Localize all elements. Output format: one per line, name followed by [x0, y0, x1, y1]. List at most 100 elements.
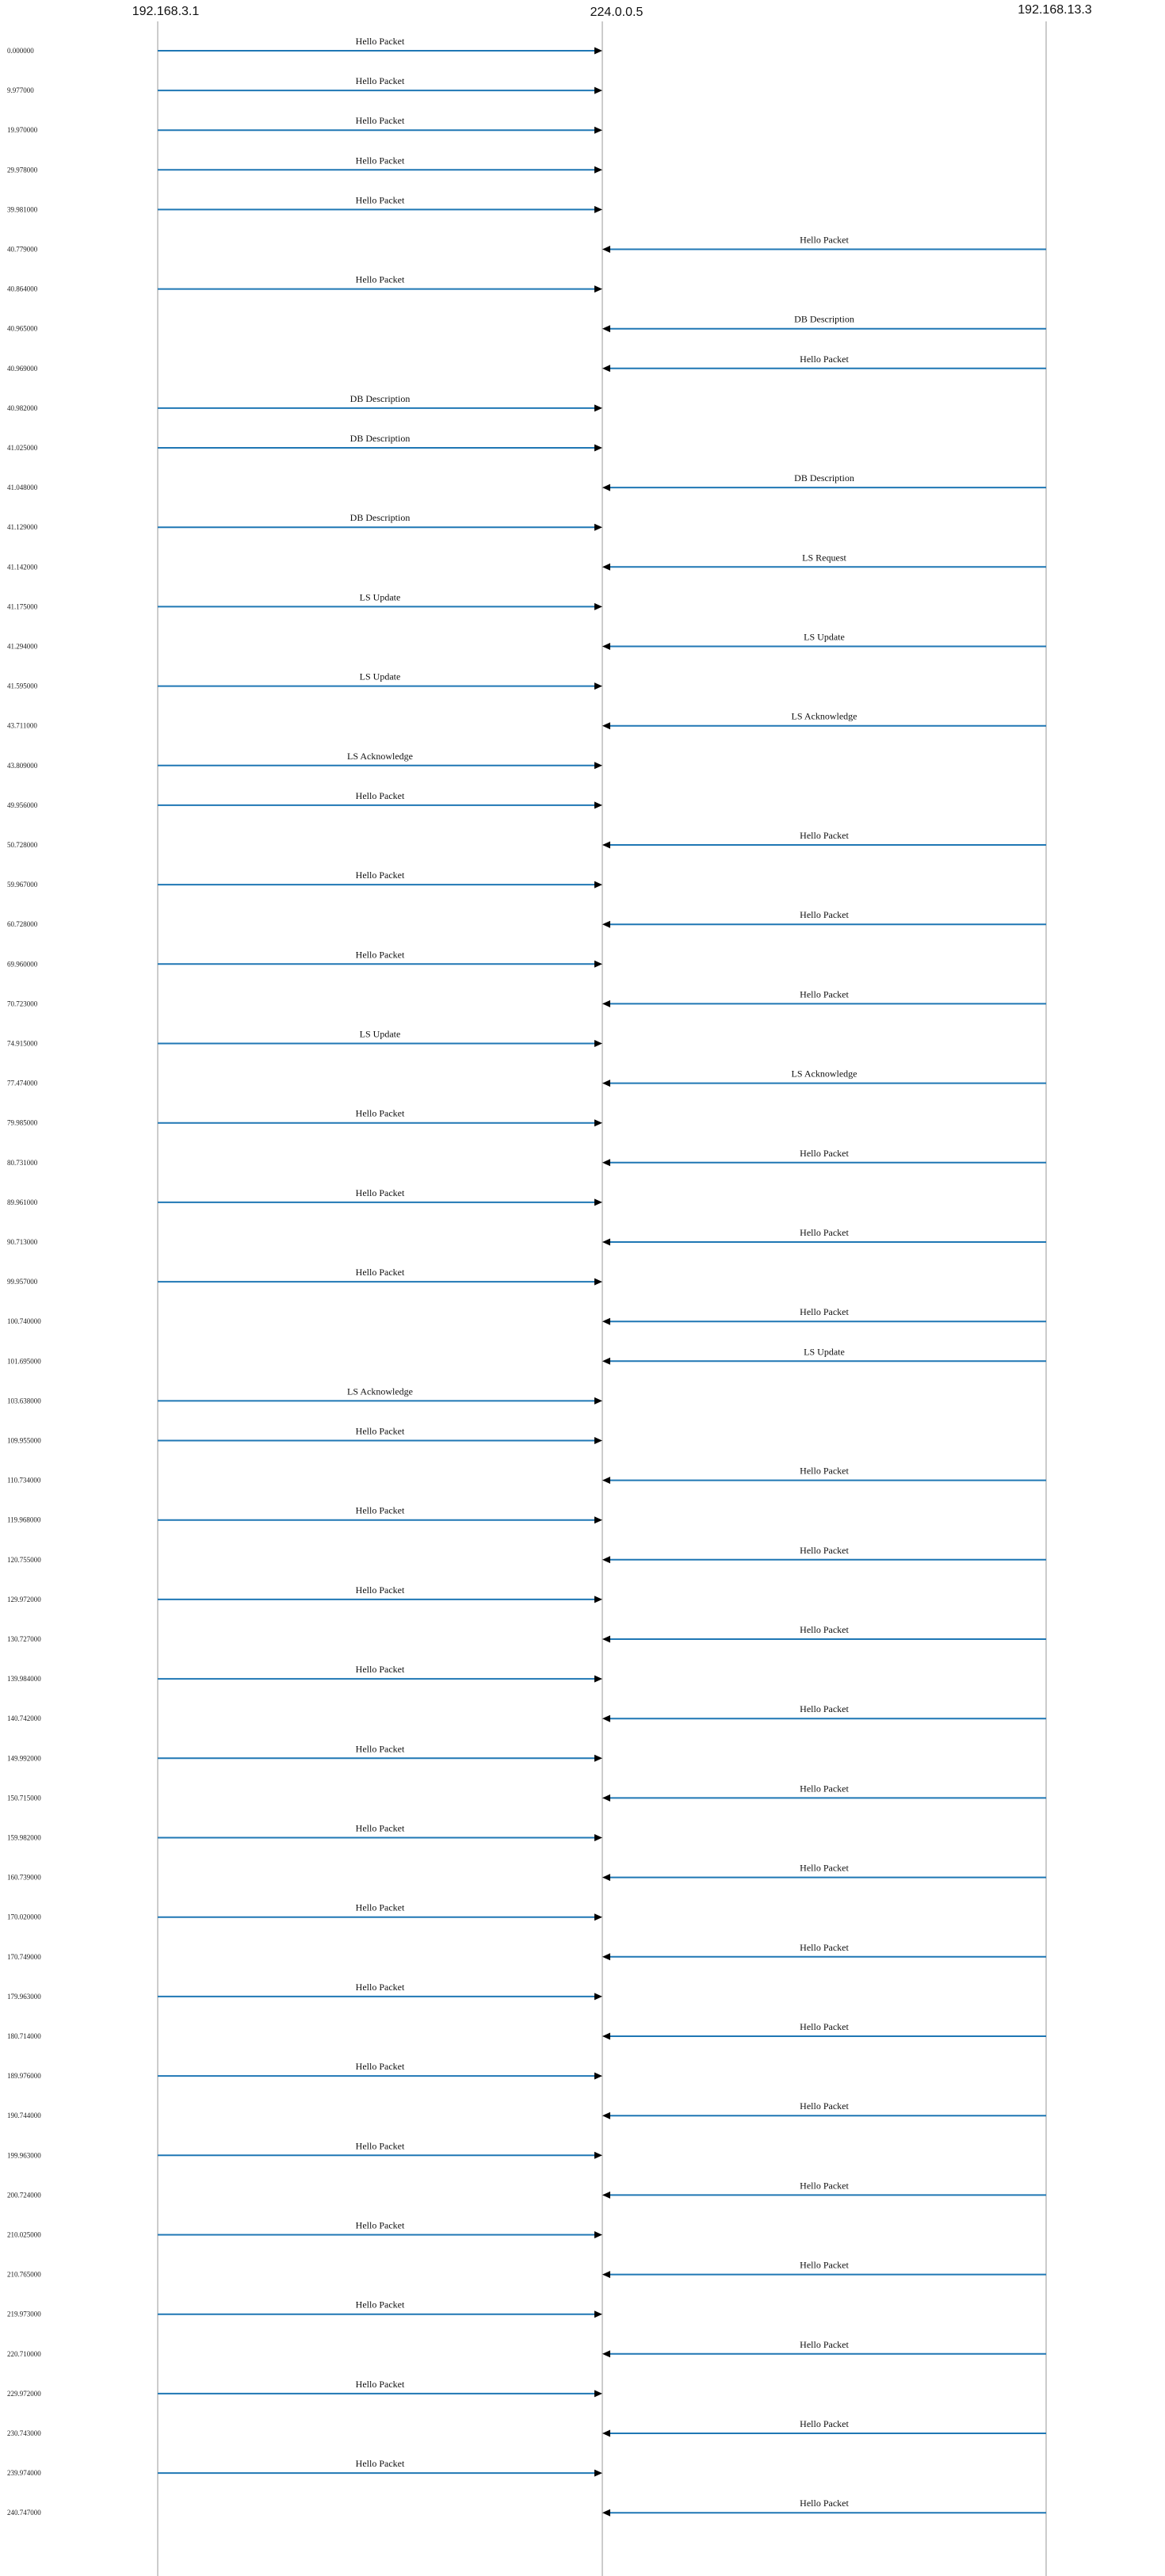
timestamp-label: 41.595000	[7, 682, 38, 690]
arrowhead	[602, 1635, 610, 1643]
arrowhead	[602, 2032, 610, 2040]
message-label: Hello Packet	[800, 2339, 849, 2350]
timestamp-label: 99.957000	[7, 1278, 38, 1286]
timestamp-label: 239.974000	[7, 2469, 41, 2477]
message-row: 43.711000 LS Acknowledge	[7, 711, 1046, 730]
timestamp-label: 180.714000	[7, 2032, 41, 2040]
timestamp-label: 140.742000	[7, 1714, 41, 1722]
message-row: 29.978000 Hello Packet	[7, 155, 602, 174]
timestamp-label: 139.984000	[7, 1675, 41, 1683]
timestamp-label: 119.968000	[7, 1516, 41, 1524]
message-label: Hello Packet	[356, 1743, 405, 1754]
message-label: Hello Packet	[356, 194, 405, 205]
arrowhead	[602, 1238, 610, 1246]
message-row: 43.809000 LS Acknowledge	[7, 751, 602, 770]
message-row: 139.984000 Hello Packet	[7, 1664, 602, 1683]
message-row: 230.743000 Hello Packet	[7, 2418, 1046, 2437]
message-row: 70.723000 Hello Packet	[7, 988, 1046, 1007]
message-row: 59.967000 Hello Packet	[7, 869, 602, 889]
message-row: 41.294000 LS Update	[7, 632, 1046, 651]
message-label: Hello Packet	[800, 1703, 849, 1714]
timestamp-label: 70.723000	[7, 999, 38, 1007]
arrowhead	[602, 1080, 610, 1087]
arrowhead	[594, 960, 602, 968]
message-row: 60.728000 Hello Packet	[7, 909, 1046, 928]
arrowhead	[594, 404, 602, 412]
message-label: DB Description	[794, 314, 854, 325]
timestamp-label: 50.728000	[7, 841, 38, 849]
message-label: Hello Packet	[356, 1108, 405, 1119]
timestamp-label: 130.727000	[7, 1635, 41, 1643]
timestamp-label: 89.961000	[7, 1198, 38, 1206]
message-label: DB Description	[350, 433, 411, 444]
timestamp-label: 43.711000	[7, 722, 37, 730]
message-row: 100.740000 Hello Packet	[7, 1306, 1046, 1325]
message-label: LS Acknowledge	[347, 1385, 413, 1397]
timestamp-label: 129.972000	[7, 1596, 41, 1603]
message-label: Hello Packet	[356, 1902, 405, 1913]
message-label: Hello Packet	[356, 1505, 405, 1516]
message-row: 69.960000 Hello Packet	[7, 949, 602, 968]
host-label-multicast: 224.0.0.5	[590, 6, 644, 19]
message-row: 190.744000 Hello Packet	[7, 2100, 1046, 2119]
arrowhead	[594, 1198, 602, 1206]
message-row: 40.965000 DB Description	[7, 314, 1046, 333]
arrowhead	[594, 1516, 602, 1524]
message-label: Hello Packet	[356, 1187, 405, 1198]
timestamp-label: 179.963000	[7, 1993, 41, 2001]
message-label: Hello Packet	[356, 2458, 405, 2469]
timestamp-label: 0.000000	[7, 47, 34, 55]
message-row: 170.020000 Hello Packet	[7, 1902, 602, 1921]
message-label: Hello Packet	[800, 1942, 849, 1953]
message-label: Hello Packet	[356, 869, 405, 881]
message-row: 41.595000 LS Update	[7, 671, 602, 690]
timestamp-label: 109.955000	[7, 1437, 41, 1445]
arrowhead	[602, 722, 610, 730]
arrowhead	[594, 166, 602, 174]
message-row: 41.048000 DB Description	[7, 472, 1046, 491]
message-label: Hello Packet	[356, 1267, 405, 1278]
message-label: Hello Packet	[356, 75, 405, 86]
message-row: 41.175000 LS Update	[7, 591, 602, 610]
arrowhead	[594, 2390, 602, 2398]
arrowhead	[594, 1596, 602, 1603]
message-row: 120.755000 Hello Packet	[7, 1545, 1046, 1564]
timestamp-label: 190.744000	[7, 2112, 41, 2119]
timestamp-label: 60.728000	[7, 920, 38, 928]
message-label: Hello Packet	[800, 1624, 849, 1635]
arrowhead	[602, 246, 610, 253]
message-label: LS Acknowledge	[792, 1068, 858, 1080]
message-label: Hello Packet	[800, 1227, 849, 1238]
message-row: 103.638000 LS Acknowledge	[7, 1385, 602, 1405]
message-row: 41.025000 DB Description	[7, 433, 602, 452]
timestamp-label: 41.175000	[7, 602, 38, 610]
message-label: Hello Packet	[356, 155, 405, 166]
message-row: 9.977000 Hello Packet	[7, 75, 602, 94]
timestamp-label: 170.749000	[7, 1953, 41, 1961]
message-label: Hello Packet	[800, 909, 849, 920]
message-label: LS Acknowledge	[347, 751, 413, 762]
message-label: Hello Packet	[800, 1466, 849, 1477]
timestamp-label: 39.981000	[7, 205, 38, 213]
arrowhead	[594, 2310, 602, 2318]
timestamp-label: 230.743000	[7, 2429, 41, 2437]
message-row: 110.734000 Hello Packet	[7, 1466, 1046, 1485]
arrowhead	[602, 1794, 610, 1802]
timestamp-label: 19.970000	[7, 126, 38, 134]
message-label: Hello Packet	[356, 115, 405, 126]
timestamp-label: 80.731000	[7, 1159, 38, 1167]
timestamp-label: 41.294000	[7, 643, 38, 651]
message-label: DB Description	[794, 472, 854, 483]
timestamp-label: 120.755000	[7, 1556, 41, 1564]
timestamp-label: 240.747000	[7, 2509, 41, 2517]
message-row: 101.695000 LS Update	[7, 1346, 1046, 1365]
message-row: 150.715000 Hello Packet	[7, 1783, 1046, 1802]
timestamp-label: 150.715000	[7, 1794, 41, 1802]
timestamp-label: 210.765000	[7, 2271, 41, 2279]
message-label: Hello Packet	[356, 790, 405, 801]
message-label: LS Update	[804, 1346, 845, 1357]
timestamp-label: 189.976000	[7, 2072, 41, 2080]
message-row: 99.957000 Hello Packet	[7, 1267, 602, 1286]
message-row: 79.985000 Hello Packet	[7, 1108, 602, 1127]
timestamp-label: 229.972000	[7, 2390, 41, 2398]
